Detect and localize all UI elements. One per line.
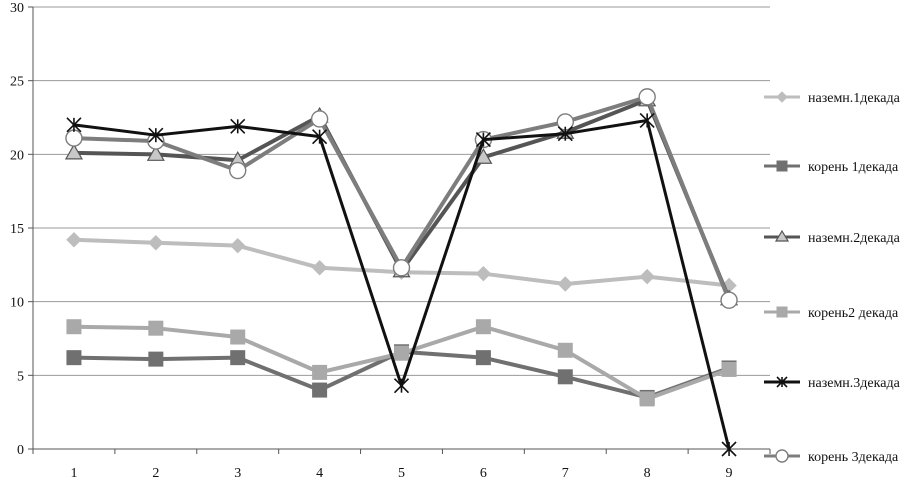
legend-item: корень 3декада — [764, 449, 899, 465]
asterisk-marker — [312, 129, 328, 145]
square-marker — [557, 369, 573, 385]
square-marker — [66, 350, 82, 366]
legend-label: наземн.1декада — [808, 91, 901, 106]
square-marker — [66, 319, 82, 335]
x-tick-label: 7 — [562, 466, 569, 481]
legend: наземн.1декада корень 1декада наземн.2дека… — [764, 91, 901, 465]
asterisk-marker — [639, 112, 655, 129]
square-marker — [776, 160, 788, 172]
legend-item: наземн.3декада — [764, 376, 901, 391]
circle-marker — [638, 88, 656, 106]
axes: 0 5 10 15 20 25 30 1 2 3 4 5 6 7 8 9 — [10, 1, 771, 481]
y-tick-label: 0 — [17, 443, 24, 458]
diamond-marker — [639, 268, 655, 285]
asterisk-marker — [557, 126, 573, 142]
y-tick-label: 10 — [10, 296, 24, 311]
circle-marker — [392, 259, 411, 277]
diamond-marker — [148, 235, 164, 251]
square-marker — [230, 350, 246, 366]
series-line — [72, 118, 731, 451]
square-marker — [312, 364, 328, 380]
asterisk-marker — [393, 378, 410, 394]
circle-marker — [775, 449, 789, 463]
asterisk-marker — [66, 117, 82, 133]
square-marker — [475, 350, 491, 366]
asterisk-marker — [475, 132, 491, 148]
diamond-marker — [66, 232, 82, 248]
square-marker — [230, 329, 246, 345]
legend-label: наземн.2декада — [808, 231, 901, 246]
y-tick-label: 5 — [17, 369, 24, 384]
series-5 — [66, 112, 737, 457]
legend-label: корень 1декада — [808, 160, 899, 175]
legend-label: корень2 декада — [808, 306, 899, 321]
legend-item: корень2 декада — [764, 306, 899, 321]
square-marker — [557, 342, 573, 358]
x-tick-label: 5 — [398, 466, 405, 481]
y-tick-label: 25 — [10, 75, 24, 90]
legend-label: корень 3декада — [808, 450, 899, 465]
diamond-marker — [311, 260, 328, 276]
series-6 — [65, 88, 738, 309]
square-marker — [475, 319, 491, 335]
circle-marker — [229, 161, 247, 180]
asterisk-marker — [721, 441, 737, 457]
square-marker — [721, 361, 737, 377]
circle-marker — [65, 129, 83, 147]
x-tick-label: 6 — [480, 466, 487, 481]
y-tick-label: 15 — [10, 222, 24, 237]
x-tick-label: 9 — [726, 466, 733, 481]
circle-marker — [310, 110, 329, 128]
x-tick-label: 3 — [234, 466, 241, 481]
diamond-marker — [557, 276, 573, 292]
asterisk-marker — [776, 376, 788, 388]
asterisk-marker — [230, 118, 246, 134]
triangle-marker — [64, 143, 83, 160]
circle-marker — [720, 291, 738, 309]
x-tick-label: 2 — [152, 466, 159, 481]
x-tick-label: 8 — [644, 466, 651, 481]
legend-label: наземн.3декада — [808, 376, 901, 391]
diamond-marker — [776, 91, 788, 103]
asterisk-marker — [148, 127, 164, 143]
y-tick-label: 30 — [10, 1, 24, 16]
legend-item: наземн.2декада — [764, 229, 901, 246]
x-tick-label: 4 — [316, 466, 323, 481]
series-area — [64, 88, 739, 457]
triangle-marker — [146, 145, 165, 161]
triangle-marker — [774, 229, 790, 242]
square-marker — [148, 320, 164, 336]
x-tick-label: 1 — [70, 466, 77, 481]
grid — [33, 6, 770, 376]
diamond-marker — [230, 237, 246, 254]
square-marker — [639, 391, 655, 407]
square-marker — [776, 306, 788, 318]
legend-item: наземн.1декада — [764, 91, 901, 106]
square-marker — [312, 382, 328, 398]
y-tick-label: 20 — [10, 148, 24, 163]
diamond-marker — [475, 265, 492, 282]
legend-item: корень 1декада — [764, 160, 899, 175]
square-marker — [148, 351, 164, 367]
series-4 — [66, 319, 737, 407]
square-marker — [394, 345, 409, 361]
